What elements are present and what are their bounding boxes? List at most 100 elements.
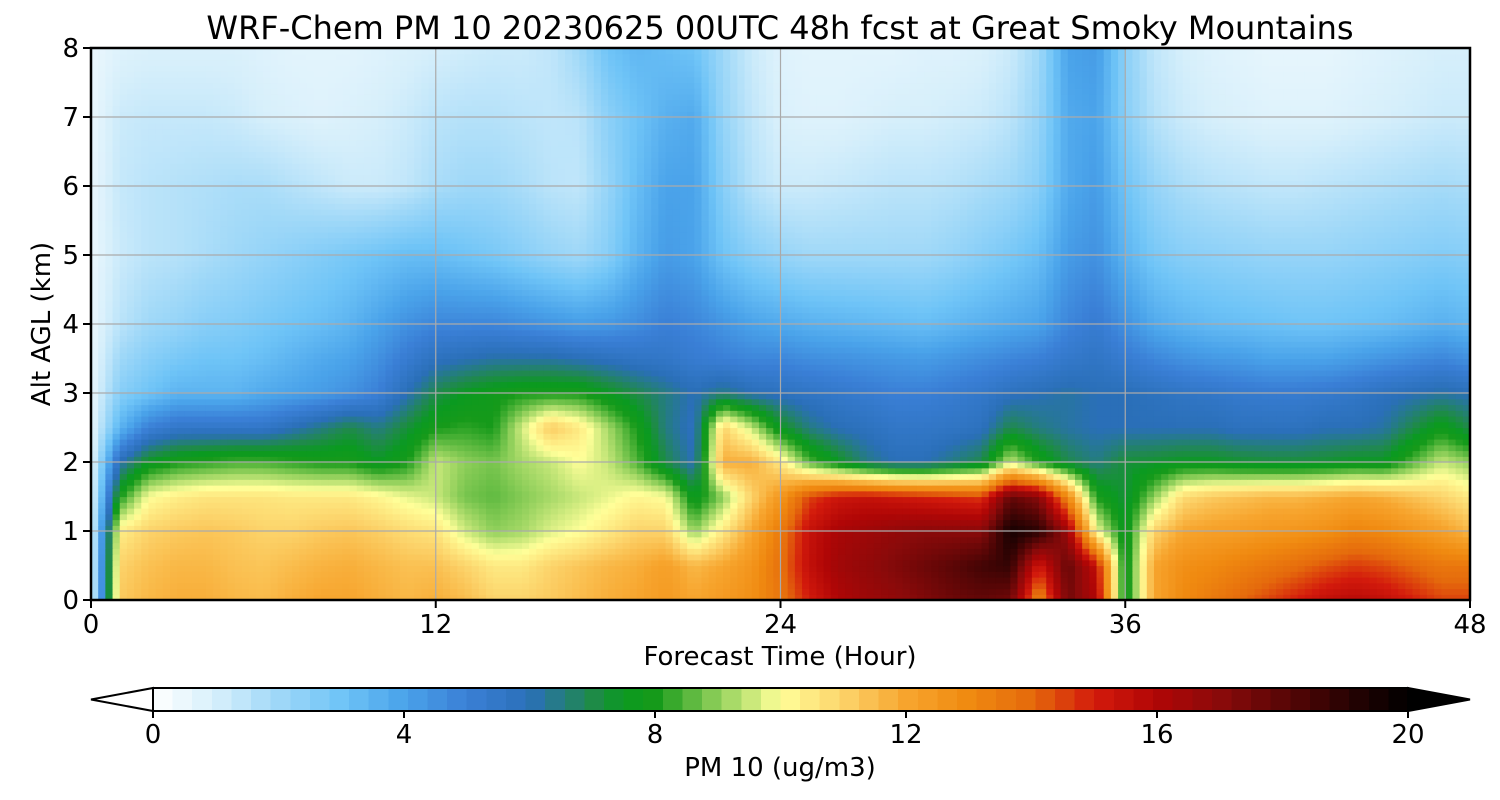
field-cell — [177, 450, 185, 457]
field-cell — [1010, 485, 1019, 492]
field-cell — [960, 502, 968, 509]
field-cell — [234, 513, 243, 521]
field-cell — [126, 588, 135, 595]
field-cell — [105, 485, 114, 492]
field-cell — [320, 548, 329, 555]
field-cell — [270, 565, 279, 572]
field-cell — [1204, 519, 1213, 526]
field-cell — [715, 502, 724, 509]
field-cell — [1060, 582, 1069, 590]
field-cell — [134, 536, 142, 544]
field-cell — [1304, 485, 1313, 492]
field-cell — [514, 496, 523, 503]
field-cell — [284, 588, 293, 595]
field-cell — [802, 513, 810, 521]
field-cell — [644, 565, 652, 572]
field-cell — [1225, 462, 1234, 469]
field-cell — [1017, 559, 1026, 567]
field-cell — [421, 548, 430, 555]
field-cell — [421, 577, 430, 584]
field-cell — [651, 513, 659, 521]
field-cell — [852, 525, 861, 532]
field-cell — [1024, 554, 1033, 561]
field-cell — [349, 519, 358, 526]
field-cell — [234, 450, 243, 457]
field-cell — [723, 594, 731, 600]
field-cell — [385, 571, 394, 578]
field-cell — [320, 594, 329, 600]
field-cell — [428, 502, 437, 509]
field-cell — [730, 456, 738, 463]
field-cell — [1103, 462, 1112, 469]
field-cell — [1283, 496, 1292, 503]
field-cell — [342, 467, 351, 475]
field-cell — [845, 548, 853, 555]
field-cell — [1448, 594, 1457, 600]
field-cell — [1082, 571, 1090, 578]
field-cell — [270, 571, 279, 578]
field-cell — [1010, 496, 1019, 503]
field-cell — [1082, 508, 1090, 515]
field-cell — [486, 548, 494, 555]
field-cell — [507, 485, 516, 492]
field-cell — [665, 525, 674, 532]
field-cell — [371, 462, 379, 469]
field-cell — [773, 565, 782, 572]
field-cell — [500, 525, 509, 532]
field-cell — [1161, 548, 1169, 555]
field-cell — [881, 565, 889, 572]
field-cell — [256, 462, 264, 469]
field-cell — [1326, 554, 1335, 561]
field-cell — [1254, 467, 1263, 475]
field-cell — [916, 571, 925, 578]
field-cell — [98, 594, 106, 600]
field-cell — [1390, 525, 1399, 532]
field-cell — [687, 450, 695, 457]
field-cell — [148, 462, 157, 469]
field-cell — [335, 565, 343, 572]
field-cell — [1046, 588, 1055, 595]
field-cell — [205, 467, 214, 475]
field-cell — [378, 502, 387, 509]
field-cell — [184, 485, 193, 492]
field-cell — [342, 554, 351, 561]
field-cell — [557, 502, 566, 509]
field-cell — [816, 519, 825, 526]
field-cell — [1003, 582, 1011, 590]
field-cell — [902, 508, 911, 515]
field-cell — [1168, 513, 1177, 521]
field-cell — [1118, 594, 1126, 600]
field-cell — [665, 577, 674, 584]
field-cell — [1297, 582, 1306, 590]
field-cell — [1225, 479, 1234, 486]
field-cell — [1333, 548, 1342, 555]
field-cell — [529, 565, 537, 572]
field-cell — [687, 565, 695, 572]
field-cell — [306, 479, 315, 486]
field-cell — [141, 588, 150, 595]
field-cell — [234, 548, 243, 555]
field-cell — [335, 548, 343, 555]
field-cell — [342, 582, 351, 590]
field-cell — [105, 519, 114, 526]
field-cell — [794, 531, 803, 538]
field-cell — [708, 485, 717, 492]
field-cell — [378, 594, 387, 600]
field-cell — [205, 456, 214, 463]
field-cell — [1254, 554, 1263, 561]
field-cell — [960, 577, 968, 584]
field-cell — [486, 588, 494, 595]
field-cell — [651, 519, 659, 526]
field-cell — [600, 502, 609, 509]
field-cell — [1261, 473, 1270, 480]
field-cell — [514, 594, 523, 600]
field-cell — [1089, 588, 1098, 595]
field-cell — [514, 577, 523, 584]
field-cell — [119, 571, 128, 578]
field-cell — [1254, 508, 1263, 515]
field-cell — [356, 554, 365, 561]
field-cell — [313, 490, 322, 498]
field-cell — [184, 496, 193, 503]
field-cell — [442, 588, 451, 595]
field-cell — [1311, 582, 1320, 590]
